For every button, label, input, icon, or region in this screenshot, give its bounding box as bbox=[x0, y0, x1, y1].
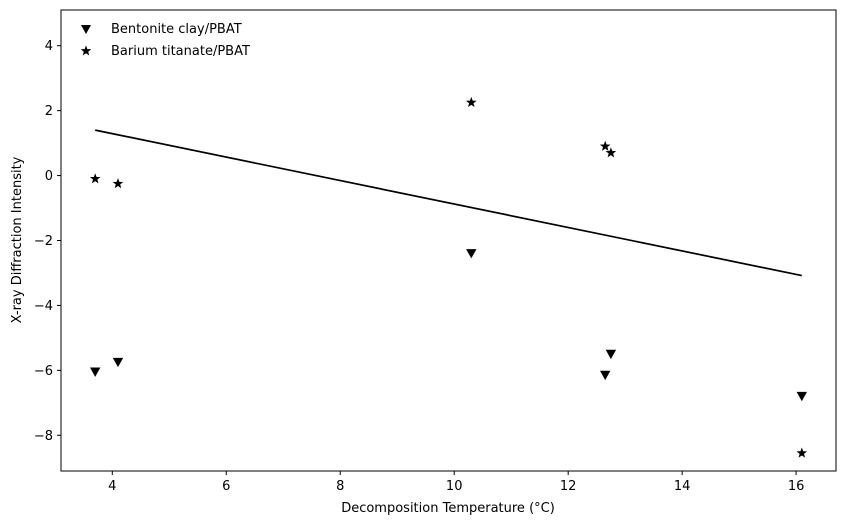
plot-frame bbox=[60, 9, 837, 472]
barium-titanate-point bbox=[112, 178, 124, 189]
bentonite-clay-point bbox=[796, 391, 808, 402]
y-tick-label: −8 bbox=[34, 429, 53, 444]
trend-line bbox=[95, 129, 802, 277]
bentonite-clay-point bbox=[89, 367, 101, 377]
y-tick-label: 4 bbox=[45, 39, 53, 54]
bentonite-clay-point bbox=[112, 357, 124, 368]
x-tick-label: 6 bbox=[222, 479, 230, 494]
y-tick-label: −6 bbox=[34, 364, 53, 379]
y-tick-label: 2 bbox=[45, 104, 53, 119]
x-tick-label: 10 bbox=[446, 479, 463, 494]
data-layer bbox=[89, 96, 808, 458]
legend-marker-triangle-down bbox=[81, 25, 91, 34]
x-axis-label: Decomposition Temperature (°C) bbox=[341, 501, 555, 516]
legend-item-barium: Barium titanate/PBAT bbox=[80, 44, 250, 59]
barium-titanate-point bbox=[605, 147, 617, 158]
bentonite-clay-point bbox=[466, 249, 477, 259]
legend-item-bentonite: Bentonite clay/PBAT bbox=[81, 22, 242, 37]
x-tick-label: 8 bbox=[336, 479, 344, 494]
x-tick-label: 14 bbox=[674, 479, 691, 494]
y-tick-label: 0 bbox=[45, 169, 53, 184]
bentonite-clay-point bbox=[605, 349, 617, 360]
legend-label-barium: Barium titanate/PBAT bbox=[111, 44, 250, 59]
y-tick-label: −2 bbox=[34, 234, 53, 249]
tick-layer: 4 6 8 10 12 14 16 −8 −6 −4 −2 0 2 4 bbox=[34, 39, 805, 494]
legend-label-bentonite: Bentonite clay/PBAT bbox=[111, 22, 242, 37]
x-tick-label: 4 bbox=[108, 479, 116, 494]
y-axis-label: X-ray Diffraction Intensity bbox=[10, 156, 25, 323]
plot-background bbox=[61, 10, 836, 471]
barium-titanate-point bbox=[465, 96, 477, 108]
barium-titanate-point bbox=[796, 447, 808, 458]
legend-marker-star bbox=[80, 45, 92, 56]
x-tick-label: 16 bbox=[788, 479, 805, 494]
bentonite-clay-point bbox=[600, 370, 611, 381]
legend: Bentonite clay/PBAT Barium titanate/PBAT bbox=[80, 22, 250, 59]
barium-titanate-point bbox=[89, 173, 101, 184]
barium-titanate-point bbox=[599, 140, 611, 151]
x-tick-label: 12 bbox=[560, 479, 577, 494]
y-tick-label: −4 bbox=[34, 299, 53, 314]
